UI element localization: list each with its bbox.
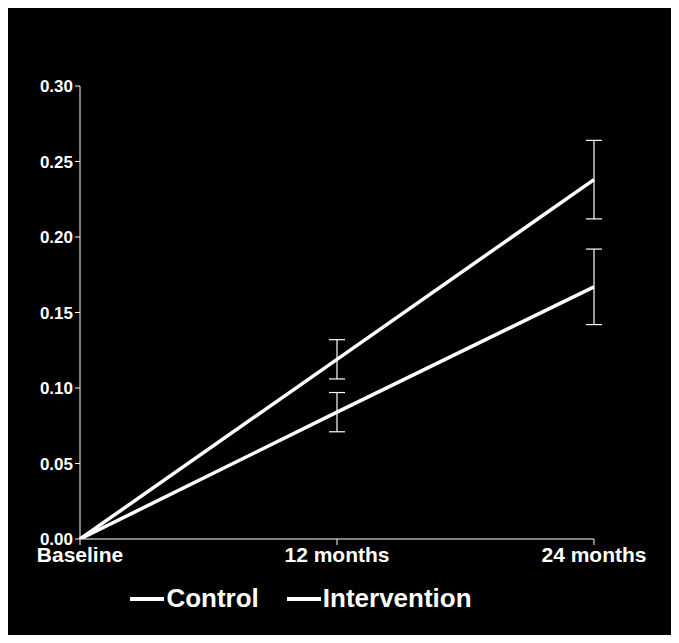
- svg-text:0.05: 0.05: [40, 455, 73, 474]
- svg-text:0.20: 0.20: [40, 228, 73, 247]
- svg-text:0.25: 0.25: [40, 153, 73, 172]
- svg-text:0.15: 0.15: [40, 304, 73, 323]
- svg-text:0.30: 0.30: [40, 77, 73, 96]
- svg-text:0.00: 0.00: [40, 530, 73, 549]
- svg-text:0.10: 0.10: [40, 379, 73, 398]
- html-text:Control: Control: [166, 583, 259, 613]
- svg-text:Baseline: Baseline: [36, 542, 124, 566]
- svg-text:12 months: 12 months: [284, 543, 389, 566]
- html-text:Intervention: Intervention: [322, 583, 472, 613]
- svg-text:24 months: 24 months: [541, 543, 646, 566]
